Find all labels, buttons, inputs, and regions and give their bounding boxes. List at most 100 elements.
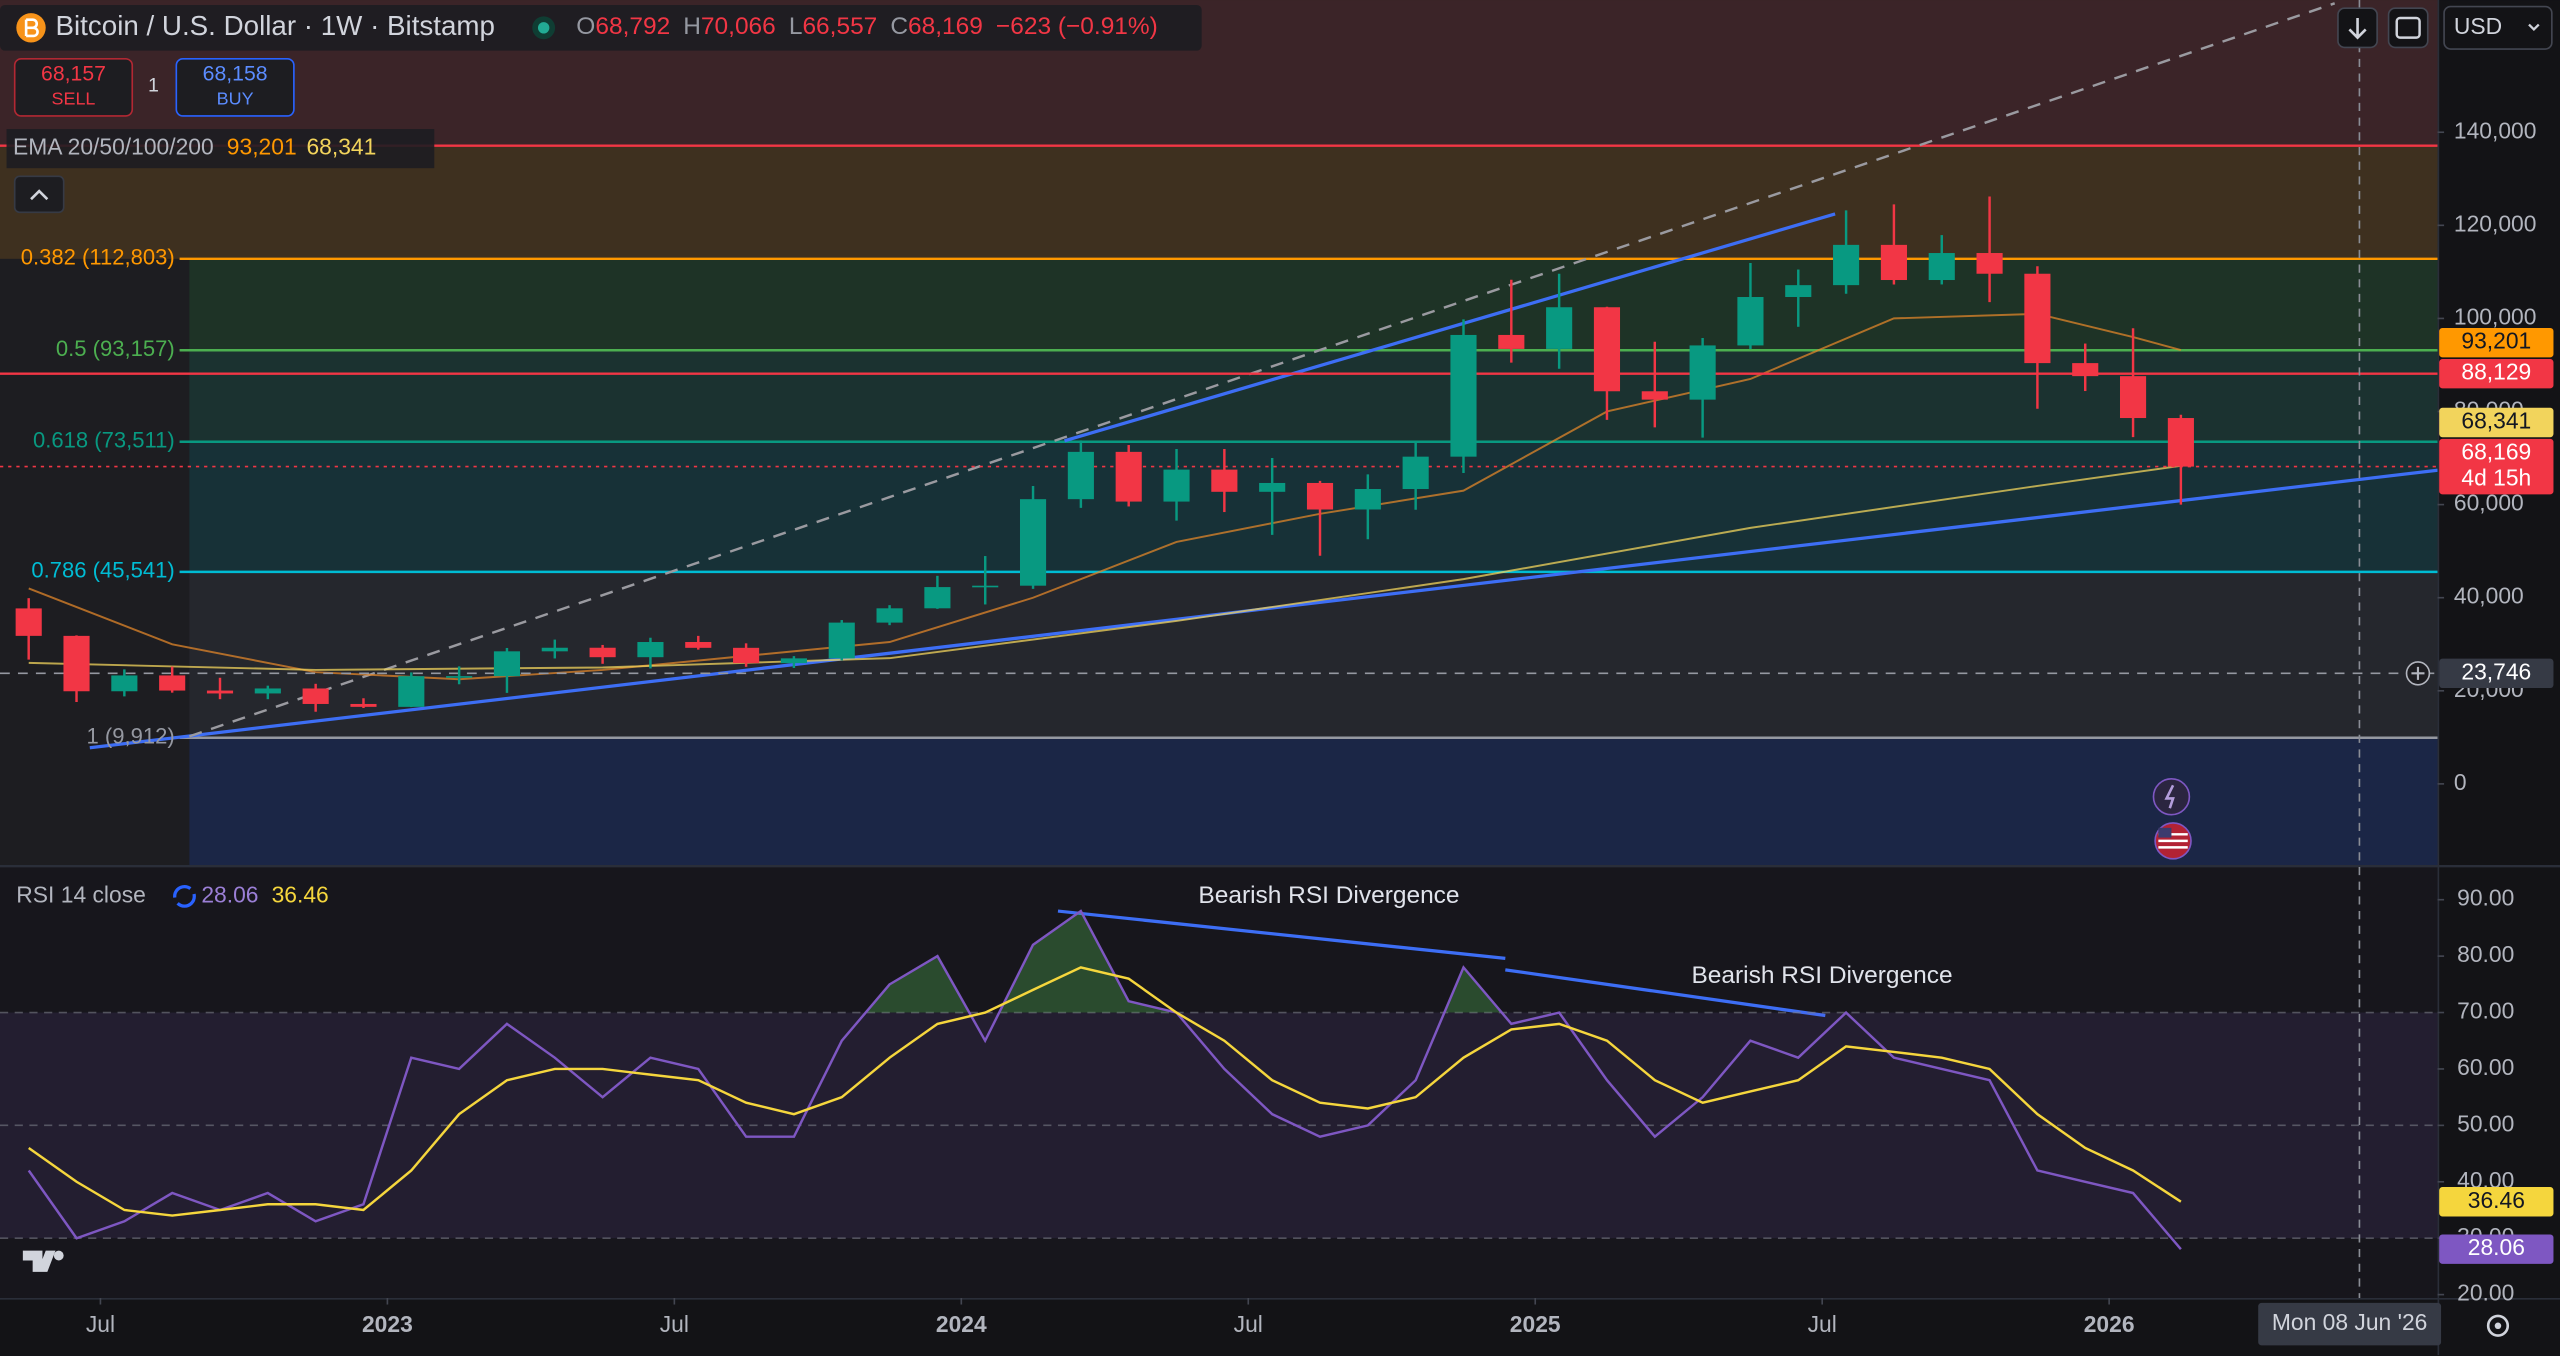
- price-badge-label: 28.06: [2468, 1234, 2525, 1260]
- rsi-refresh-icon: [173, 884, 196, 908]
- sell-price: 68,157: [41, 63, 106, 86]
- collapse-icon: [30, 189, 49, 201]
- price-badge: [2439, 327, 2554, 358]
- buy-button[interactable]: 68,158 BUY: [175, 57, 295, 117]
- tradingview-logo-dot: [53, 1250, 64, 1261]
- x-tick-label: Jul: [1808, 1311, 1837, 1337]
- currency-select[interactable]: USD: [2443, 5, 2553, 50]
- candle-body: [1211, 469, 1238, 492]
- collapse-button[interactable]: [13, 175, 65, 214]
- fib-level-label: 0.618 (73,511): [33, 428, 175, 453]
- ema-legend-value: 93,201: [227, 134, 297, 160]
- fullscreen-icon: [2395, 16, 2421, 39]
- us-flag-canton: [2158, 827, 2172, 838]
- candle-body: [206, 690, 234, 694]
- crosshair-add-glyph: [2411, 666, 2425, 680]
- candle-body: [1019, 499, 1047, 586]
- sell-button[interactable]: 68,157 SELL: [13, 57, 134, 117]
- fib-band: [189, 350, 2438, 442]
- market-status-dot: [537, 22, 550, 34]
- fullscreen-button[interactable]: [2387, 7, 2429, 49]
- rsi-legend: RSI 14 close 28.06 36.46: [16, 881, 328, 907]
- candle-body: [828, 622, 855, 659]
- fib-bands: [0, 0, 2438, 866]
- rsi-ma-line: [28, 966, 2182, 1217]
- price-badge-sublabel: 4d 15h: [2461, 465, 2531, 491]
- gear-ring: [2486, 1314, 2510, 1337]
- quantity: 1: [148, 75, 159, 97]
- divergence-line: [1057, 909, 1506, 961]
- candle-body: [1689, 345, 1716, 400]
- x-tick-label: 2025: [1510, 1311, 1561, 1337]
- rsi-legend-value: 28.06: [201, 881, 258, 907]
- ohlc-value: 70,066: [701, 13, 776, 40]
- annotation: Bearish RSI Divergence: [1691, 962, 1952, 989]
- candle-body: [1450, 334, 1477, 457]
- candle-body: [924, 587, 951, 609]
- sell-box: [13, 57, 134, 117]
- divergence-line: [1505, 968, 1826, 1018]
- candle-body: [302, 688, 329, 704]
- change: −623 (−0.91%): [996, 13, 1158, 40]
- rsi-legend-title: RSI 14 close: [16, 881, 146, 907]
- candle-body: [1546, 307, 1573, 349]
- ohlc: O68,792 H70,066 L66,557 C68,169 −623 (−0.91%…: [576, 13, 1158, 40]
- candle-body: [2167, 418, 2194, 467]
- ohlc-key: L: [789, 13, 803, 40]
- ohlc-key: C: [890, 13, 908, 40]
- download-icon: [2348, 17, 2367, 40]
- price-badge: [2439, 1187, 2554, 1217]
- download-button[interactable]: [2337, 7, 2378, 49]
- candle-body: [1163, 469, 1190, 502]
- y-tick-label: 100,000: [2454, 303, 2537, 329]
- candle-body: [589, 647, 616, 658]
- collapse-box: [13, 175, 65, 214]
- candle-body: [398, 676, 425, 707]
- price-badge-label: 93,201: [2461, 328, 2531, 354]
- y-tick-label: 140,000: [2454, 117, 2537, 143]
- price-badge-label: 68,341: [2461, 408, 2531, 434]
- candle-body: [1306, 482, 1334, 510]
- fib-band: [189, 258, 2438, 351]
- candle-body: [1880, 244, 1907, 281]
- price-badge-label: 36.46: [2468, 1187, 2525, 1213]
- rsi-line: [27, 909, 2182, 1250]
- event-icon[interactable]: [2152, 778, 2191, 816]
- ohlc-value: 68,169: [908, 13, 983, 40]
- ema-legend: EMA 20/50/100/200 93,201 68,341: [13, 134, 376, 160]
- buy-price: 68,158: [203, 63, 268, 86]
- candle-body: [780, 658, 807, 664]
- rsi-legend-value: 36.46: [272, 881, 329, 907]
- price-badge: [2439, 407, 2554, 438]
- buy-label: BUY: [217, 88, 254, 108]
- candle-body: [1593, 307, 1621, 392]
- candle-body: [63, 635, 90, 692]
- ohlc-key: H: [683, 13, 701, 40]
- candle-body: [493, 651, 521, 677]
- candle-body: [541, 647, 568, 652]
- button-box: [2387, 7, 2429, 49]
- rsi: [0, 909, 2438, 1250]
- x-tick-label: 2024: [936, 1311, 987, 1337]
- dropdown-icon: [2528, 23, 2540, 32]
- candle-body: [1067, 451, 1094, 500]
- resistance-trendline: [1064, 212, 1836, 443]
- tradingview-logo: [22, 1250, 56, 1272]
- candle-body: [254, 688, 281, 694]
- candle-body: [15, 608, 42, 636]
- fib-level-label: 1 (9,912): [87, 724, 175, 749]
- x-tick-label: Jul: [660, 1311, 689, 1337]
- candle-body: [685, 642, 712, 648]
- price-badge-label: 23,746: [2461, 658, 2531, 684]
- event-glyph: [2164, 784, 2175, 809]
- candle-body: [1115, 451, 1142, 502]
- ema-legend-bg: [6, 129, 435, 169]
- settings-button[interactable]: [2486, 1314, 2510, 1337]
- select-box: [2443, 5, 2553, 50]
- ohlc-key: O: [576, 13, 595, 40]
- candle-body: [350, 703, 377, 707]
- candle-body: [111, 675, 138, 692]
- currency: USD: [2454, 13, 2502, 39]
- candle-body: [1737, 297, 1764, 346]
